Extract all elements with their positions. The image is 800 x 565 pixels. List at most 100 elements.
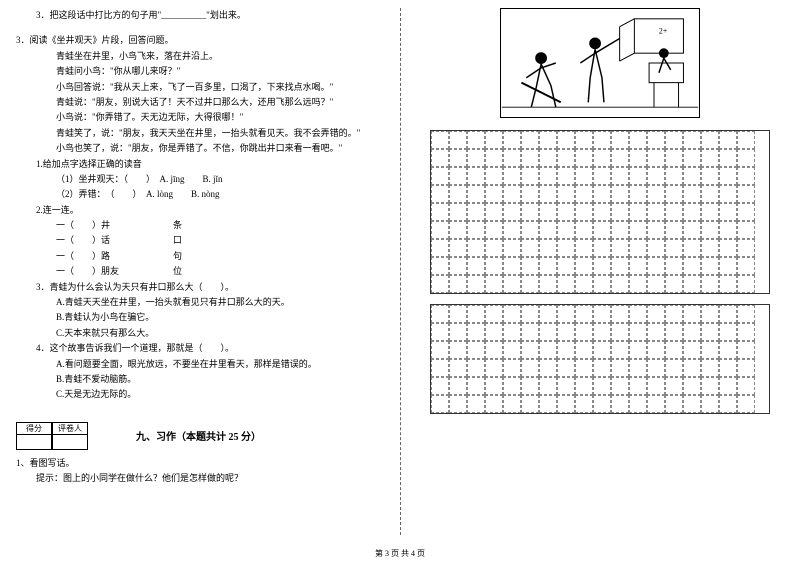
grid-cell xyxy=(593,323,611,341)
grid-cell xyxy=(683,359,701,377)
grid-cell xyxy=(431,131,449,149)
grid-cell xyxy=(701,149,719,167)
grid-cell xyxy=(539,305,557,323)
grid-cell xyxy=(611,239,629,257)
grid-cell xyxy=(629,305,647,323)
grid-cell xyxy=(431,341,449,359)
grid-cell xyxy=(701,395,719,413)
grid-cell xyxy=(449,305,467,323)
grid-cell xyxy=(665,149,683,167)
grid-cell xyxy=(665,395,683,413)
section-9-title: 九、习作（本题共计 25 分） xyxy=(96,428,261,443)
match-line: 一（ ）话 口 xyxy=(16,233,384,247)
grid-cell xyxy=(737,395,755,413)
grid-cell xyxy=(521,131,539,149)
grid-cell xyxy=(629,323,647,341)
grid-cell xyxy=(665,359,683,377)
grid-cell xyxy=(539,221,557,239)
grid-cell xyxy=(521,257,539,275)
svg-text:2+: 2+ xyxy=(659,27,668,36)
grid-cell xyxy=(647,275,665,293)
grid-cell xyxy=(575,239,593,257)
grid-cell xyxy=(683,239,701,257)
grid-cell xyxy=(557,257,575,275)
grid-cell xyxy=(557,395,575,413)
grid-cell xyxy=(593,395,611,413)
grid-cell xyxy=(449,203,467,221)
sub-question-4: 4．这个故事告诉我们一个道理，那就是（ ）。 xyxy=(16,341,384,355)
grid-cell xyxy=(503,149,521,167)
grid-cell xyxy=(467,221,485,239)
grid-cell xyxy=(467,305,485,323)
grid-cell xyxy=(629,275,647,293)
grid-cell xyxy=(701,257,719,275)
grid-cell xyxy=(539,341,557,359)
grid-cell xyxy=(647,359,665,377)
grid-cell xyxy=(665,131,683,149)
grader-label: 评卷人 xyxy=(53,423,87,435)
grid-cell xyxy=(467,395,485,413)
match-line: 一（ ）路 句 xyxy=(16,249,384,263)
grid-cell xyxy=(575,131,593,149)
grid-cell xyxy=(467,149,485,167)
grid-cell xyxy=(701,185,719,203)
grid-cell xyxy=(593,167,611,185)
grid-cell xyxy=(647,239,665,257)
grid-cell xyxy=(665,341,683,359)
story-line: 青蛙问小鸟："你从哪儿来呀？" xyxy=(16,64,384,78)
grid-cell xyxy=(647,305,665,323)
grid-cell xyxy=(449,377,467,395)
grid-cell xyxy=(629,341,647,359)
grid-cell xyxy=(665,167,683,185)
grid-cell xyxy=(701,377,719,395)
grid-cell xyxy=(485,221,503,239)
grid-cell xyxy=(737,257,755,275)
writing-hint: 提示：图上的小同学在做什么？他们是怎样做的呢？ xyxy=(16,471,384,485)
question-3-title: 3．阅读《坐井观天》片段，回答问题。 xyxy=(16,33,384,47)
grid-cell xyxy=(539,377,557,395)
grid-cell xyxy=(701,305,719,323)
grid-cell xyxy=(485,341,503,359)
grid-cell xyxy=(503,185,521,203)
grid-cell xyxy=(521,275,539,293)
grid-cell xyxy=(629,395,647,413)
score-label: 得分 xyxy=(17,423,51,435)
grid-cell xyxy=(557,275,575,293)
grid-cell xyxy=(611,185,629,203)
grid-cell xyxy=(539,185,557,203)
grid-cell xyxy=(485,203,503,221)
grid-cell xyxy=(629,221,647,239)
grid-cell xyxy=(593,257,611,275)
grid-cell xyxy=(719,341,737,359)
grid-cell xyxy=(665,203,683,221)
grid-cell xyxy=(467,275,485,293)
grid-cell xyxy=(575,257,593,275)
classroom-illustration: 2+ xyxy=(500,8,700,118)
grid-cell xyxy=(557,239,575,257)
grid-cell xyxy=(557,359,575,377)
grid-cell xyxy=(503,131,521,149)
grid-cell xyxy=(431,167,449,185)
grid-cell xyxy=(449,323,467,341)
grid-cell xyxy=(719,185,737,203)
grid-cell xyxy=(575,275,593,293)
grid-cell xyxy=(611,131,629,149)
grid-cell xyxy=(431,395,449,413)
grid-cell xyxy=(629,239,647,257)
grid-cell xyxy=(449,149,467,167)
grid-cell xyxy=(665,323,683,341)
grid-cell xyxy=(557,185,575,203)
grid-cell xyxy=(449,185,467,203)
grid-cell xyxy=(737,203,755,221)
grid-cell xyxy=(485,305,503,323)
grid-cell xyxy=(611,377,629,395)
grid-cell xyxy=(665,275,683,293)
grid-cell xyxy=(467,167,485,185)
grid-cell xyxy=(665,221,683,239)
grid-cell xyxy=(647,341,665,359)
grid-cell xyxy=(449,395,467,413)
grid-cell xyxy=(521,305,539,323)
writing-q1: 1、看图写话。 xyxy=(16,456,384,470)
grid-cell xyxy=(683,167,701,185)
grid-cell xyxy=(485,359,503,377)
